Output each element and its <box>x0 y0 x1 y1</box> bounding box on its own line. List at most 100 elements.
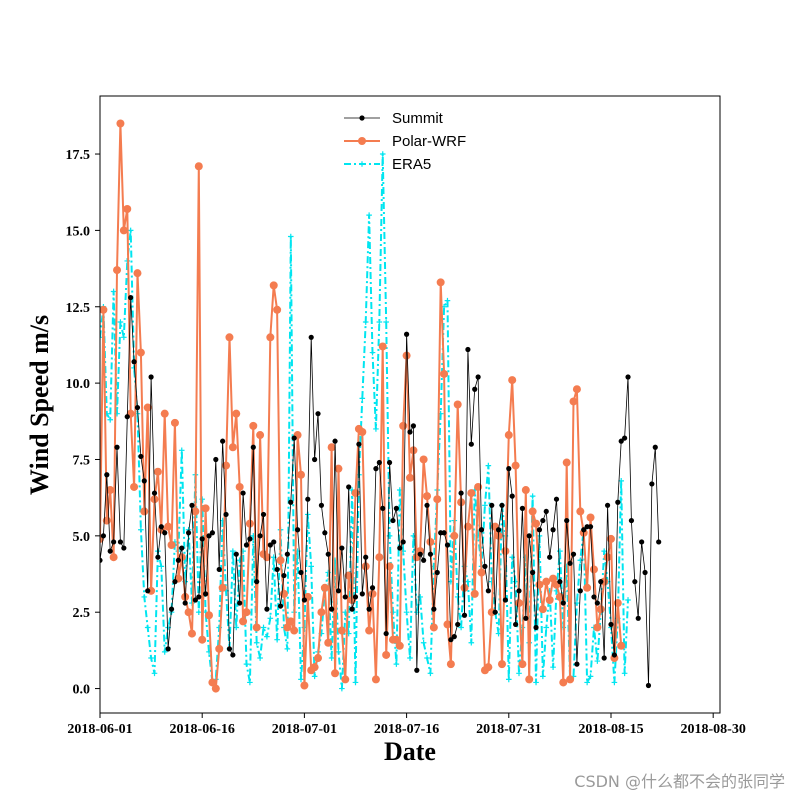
data-point-summit <box>274 566 280 573</box>
data-point-polar-wrf <box>160 409 169 418</box>
data-point-polar-wrf <box>235 482 244 491</box>
data-point-era5 <box>274 636 280 643</box>
data-point-era5 <box>287 233 294 240</box>
data-point-polar-wrf <box>211 684 220 693</box>
data-point-summit <box>271 539 277 545</box>
data-point-era5 <box>482 502 488 509</box>
data-point-summit <box>397 545 403 551</box>
data-point-summit <box>264 606 270 612</box>
data-point-summit <box>138 453 144 460</box>
data-point-polar-wrf <box>382 650 391 659</box>
y-axis-ticks: 0.0 2.5 5.0 7.5 10.0 12.5 15.0 17.5 <box>66 148 100 698</box>
data-point-polar-wrf <box>170 418 179 427</box>
data-point-polar-wrf <box>327 443 336 452</box>
data-point-era5 <box>158 563 165 570</box>
data-point-era5 <box>107 416 114 423</box>
data-point-polar-wrf <box>252 623 261 632</box>
data-point-polar-wrf <box>140 507 149 516</box>
data-point-polar-wrf <box>443 620 452 629</box>
data-point-summit <box>594 600 600 606</box>
data-point-era5 <box>533 679 539 686</box>
data-point-era5 <box>611 679 618 686</box>
data-point-era5 <box>178 447 185 454</box>
data-point-summit <box>652 444 658 450</box>
data-point-summit <box>509 493 515 499</box>
data-point-summit <box>366 606 372 612</box>
data-point-summit <box>570 551 577 557</box>
data-point-era5 <box>298 676 304 683</box>
data-point-summit <box>536 527 543 533</box>
data-point-summit <box>591 594 597 600</box>
data-point-summit <box>369 585 376 591</box>
data-point-summit <box>339 545 345 551</box>
data-point-polar-wrf <box>453 400 462 409</box>
y-tick-label: 15.0 <box>66 224 91 239</box>
y-tick-label: 17.5 <box>66 148 91 163</box>
data-point-polar-wrf <box>423 492 432 501</box>
data-point-summit <box>482 563 488 569</box>
data-point-polar-wrf <box>406 473 414 482</box>
data-point-polar-wrf <box>218 583 227 592</box>
data-point-polar-wrf <box>440 369 449 378</box>
data-point-polar-wrf <box>518 660 527 669</box>
data-point-polar-wrf <box>365 626 374 635</box>
data-point-summit <box>543 508 549 515</box>
data-point-polar-wrf <box>334 464 343 473</box>
data-point-summit <box>424 502 430 508</box>
data-point-summit <box>386 459 393 466</box>
data-point-polar-wrf <box>572 385 581 394</box>
data-point-summit <box>107 548 113 554</box>
data-point-summit <box>165 646 171 652</box>
data-point-summit <box>567 560 573 566</box>
data-point-summit <box>547 554 553 560</box>
data-point-era5 <box>403 609 410 616</box>
data-point-summit <box>237 600 243 606</box>
data-point-polar-wrf <box>133 269 142 278</box>
data-point-polar-wrf <box>538 605 547 614</box>
data-point-polar-wrf <box>617 641 626 650</box>
data-point-polar-wrf <box>429 623 438 632</box>
data-point-era5 <box>594 658 601 664</box>
data-point-era5 <box>257 655 263 661</box>
data-point-era5 <box>584 679 590 686</box>
data-point-summit <box>492 609 498 615</box>
data-point-summit <box>465 346 471 353</box>
data-point-era5 <box>550 664 556 670</box>
data-point-summit <box>168 606 175 612</box>
data-point-polar-wrf <box>419 455 428 464</box>
data-point-summit <box>318 502 325 508</box>
data-point-era5 <box>359 395 366 402</box>
data-point-polar-wrf <box>470 589 479 598</box>
data-point-polar-wrf <box>239 617 248 626</box>
data-point-era5 <box>512 578 519 585</box>
data-point-summit <box>243 542 250 548</box>
data-point-era5 <box>308 563 315 570</box>
data-point-summit <box>213 456 219 463</box>
data-point-polar-wrf <box>320 583 329 592</box>
data-point-era5 <box>110 288 117 295</box>
data-point-polar-wrf <box>583 583 592 592</box>
data-point-polar-wrf <box>201 504 210 513</box>
data-point-summit <box>100 533 107 539</box>
data-point-polar-wrf <box>351 489 360 498</box>
data-point-era5 <box>393 661 400 667</box>
data-point-polar-wrf <box>249 421 258 430</box>
data-point-summit <box>400 539 406 545</box>
data-point-polar-wrf <box>130 482 139 491</box>
data-point-polar-wrf <box>385 562 394 571</box>
data-point-polar-wrf <box>399 421 408 430</box>
data-point-summit <box>145 588 151 594</box>
data-point-polar-wrf <box>184 608 193 617</box>
data-point-summit <box>206 533 212 539</box>
data-point-polar-wrf <box>290 626 299 635</box>
data-point-summit <box>298 569 304 576</box>
data-point-polar-wrf <box>576 507 585 516</box>
data-point-polar-wrf <box>586 513 595 522</box>
data-point-era5 <box>148 655 154 661</box>
x-axis-title: Date <box>384 737 436 766</box>
data-point-polar-wrf <box>569 397 578 406</box>
data-point-polar-wrf <box>123 205 132 214</box>
data-point-polar-wrf <box>143 403 152 412</box>
data-point-summit <box>254 579 260 585</box>
